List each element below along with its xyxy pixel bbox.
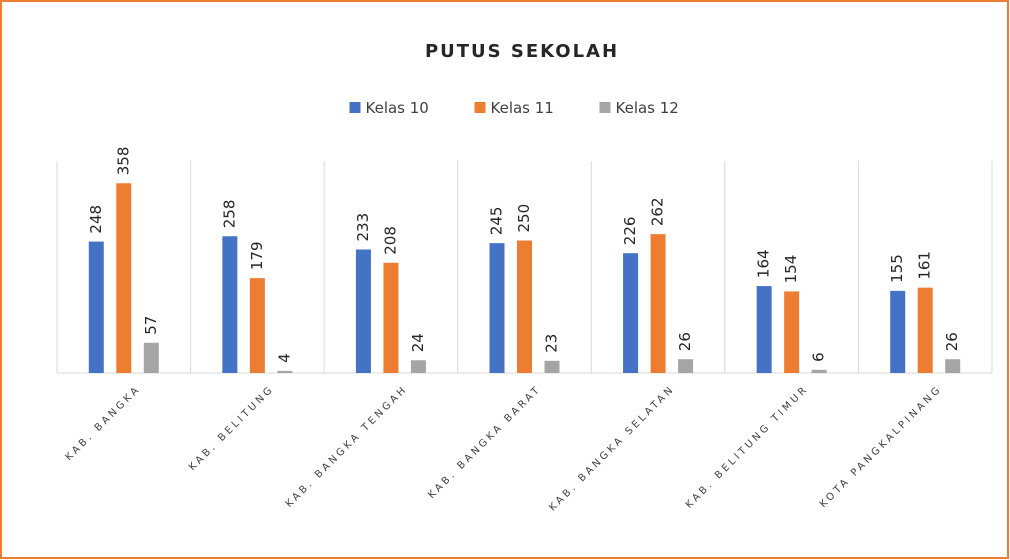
data-label: 154 (782, 255, 800, 284)
bar (489, 243, 505, 373)
bar (784, 291, 800, 373)
data-label: 57 (142, 316, 160, 335)
bar (410, 360, 426, 373)
data-label: 208 (381, 226, 399, 255)
bar (249, 278, 265, 373)
bar (88, 241, 104, 373)
data-label: 155 (888, 254, 906, 283)
data-label: 233 (354, 213, 372, 242)
data-label: 4 (275, 353, 293, 363)
bar (890, 290, 906, 373)
data-label: 24 (409, 333, 427, 352)
data-label: 23 (543, 334, 561, 353)
bar (517, 240, 532, 373)
bar (811, 369, 827, 373)
chart-title: PUTUS SEKOLAH (425, 41, 619, 62)
bar (756, 286, 772, 373)
data-label: 248 (87, 205, 105, 234)
bar (222, 236, 238, 373)
legend-swatch (599, 102, 611, 113)
data-label: 26 (943, 332, 961, 351)
bar (143, 342, 159, 373)
bar (623, 253, 639, 373)
bar (116, 183, 132, 373)
data-label: 262 (649, 197, 667, 226)
data-label: 358 (114, 147, 132, 176)
legend-swatch (474, 102, 486, 113)
bar (678, 359, 694, 373)
data-label: 164 (755, 249, 773, 278)
data-label: 226 (621, 217, 639, 246)
data-label: 161 (916, 251, 934, 280)
legend-label: Kelas 10 (366, 99, 429, 117)
legend-label: Kelas 12 (616, 99, 679, 117)
bar (945, 359, 961, 373)
bar (383, 262, 399, 373)
data-label: 179 (248, 241, 266, 270)
data-label: 250 (515, 204, 533, 233)
bar (355, 249, 371, 373)
legend-label: Kelas 11 (491, 99, 554, 117)
bar (277, 370, 293, 373)
bar (917, 287, 933, 373)
bar (544, 360, 560, 373)
data-label: 26 (676, 332, 694, 351)
data-label: 245 (488, 207, 506, 236)
bar (650, 234, 666, 373)
legend-swatch (349, 102, 361, 113)
data-label: 258 (220, 200, 238, 229)
data-label: 6 (810, 352, 828, 362)
